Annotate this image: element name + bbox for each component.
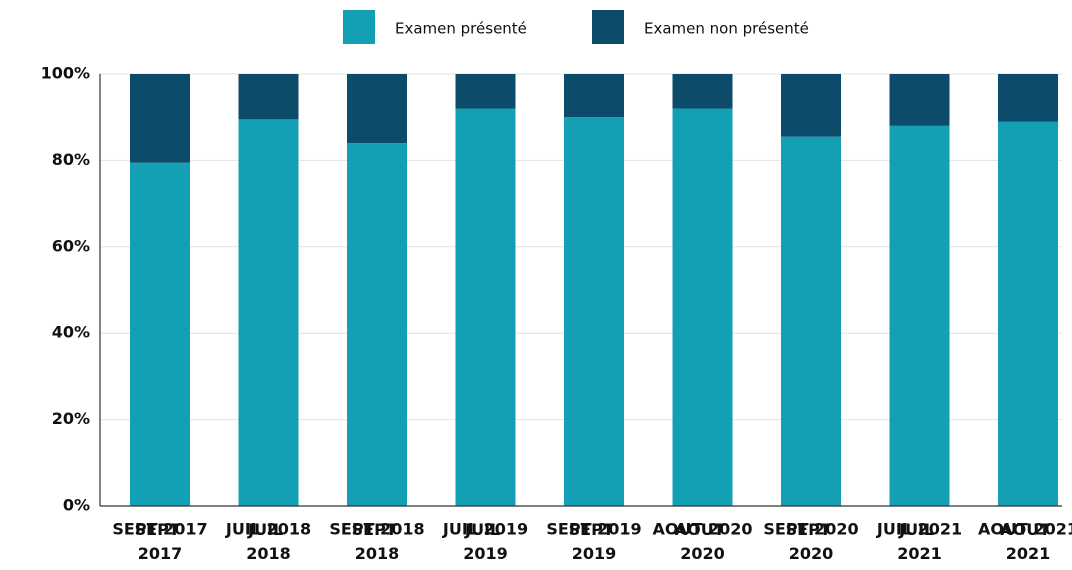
legend-swatch xyxy=(592,10,624,44)
bar-segment xyxy=(889,125,950,506)
bar-segment xyxy=(455,74,516,109)
bar-segment xyxy=(455,108,516,506)
x-tick-label: SEPT 2017SEPT 2017 xyxy=(112,520,207,563)
y-tick-label: 60% xyxy=(52,236,90,255)
bar-segment xyxy=(238,119,299,507)
y-tick-label: 20% xyxy=(52,409,90,428)
y-tick-label: 80% xyxy=(52,150,90,169)
y-tick-label: 40% xyxy=(52,323,90,342)
y-tick-label: 100% xyxy=(41,64,90,83)
bar-segment xyxy=(672,74,733,109)
bar-segment xyxy=(998,74,1058,122)
x-tick-label: AOUT 2021AOUT 2021 xyxy=(978,520,1072,563)
legend-swatch xyxy=(343,10,375,44)
bar-segment xyxy=(130,162,190,506)
bar-segment xyxy=(130,74,190,163)
y-tick-label: 0% xyxy=(63,496,90,515)
x-tick-label: SEPT 2018SEPT 2018 xyxy=(329,520,424,563)
x-tick-label: AOUT 2020AOUT 2020 xyxy=(653,520,753,563)
bar-segment xyxy=(238,74,299,120)
x-tick-label: JUIL 2021JUIL 2021 xyxy=(876,520,962,563)
x-tick-label: JUIL 2018JUIL 2018 xyxy=(225,520,311,563)
bar-segment xyxy=(564,117,624,506)
bar-segment xyxy=(781,74,841,137)
bar-segment xyxy=(889,74,950,126)
bar-segment xyxy=(347,143,407,506)
bar-segment xyxy=(781,136,841,506)
bar-segment xyxy=(347,74,407,144)
x-tick-label: SEPT 2019SEPT 2019 xyxy=(546,520,641,563)
bar-segment xyxy=(998,121,1058,507)
legend-label: Examen présenté xyxy=(395,20,527,38)
bar-segment xyxy=(672,108,733,506)
bar-segment xyxy=(564,74,624,118)
x-tick-label: JUIL 2019JUIL 2019 xyxy=(442,520,528,563)
legend-label: Examen non présenté xyxy=(644,20,809,38)
x-tick-label: SEPT 2020SEPT 2020 xyxy=(763,520,858,563)
